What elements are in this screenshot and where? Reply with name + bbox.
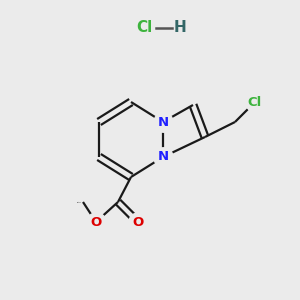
Text: O: O — [90, 215, 102, 229]
Text: H: H — [174, 20, 186, 35]
Text: N: N — [158, 151, 169, 164]
Text: O: O — [132, 215, 144, 229]
Text: methyl: methyl — [76, 201, 81, 202]
Text: Cl: Cl — [136, 20, 152, 35]
Text: N: N — [158, 116, 169, 128]
Text: Cl: Cl — [248, 95, 262, 109]
